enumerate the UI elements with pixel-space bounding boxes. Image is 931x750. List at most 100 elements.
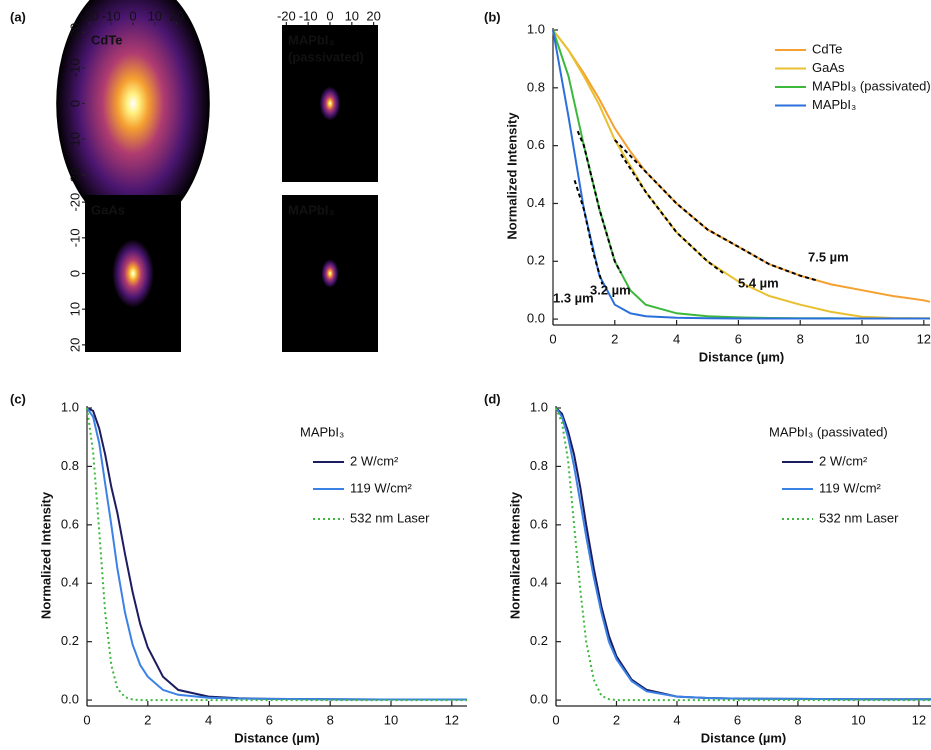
annotation: 5.4 µm [738, 275, 779, 290]
image-label: MAPbI₃ [288, 202, 334, 217]
x-tick-label: 0 [549, 331, 556, 346]
legend-title: MAPbI₃ [300, 424, 344, 439]
y-tick-label: 0 [67, 100, 82, 107]
image-label: CdTe [91, 32, 123, 47]
x-tick-label: 2 [611, 331, 618, 346]
y-tick-label: 20 [67, 168, 82, 182]
x-tick-label: 0 [552, 712, 559, 727]
y-tick-label: 0.4 [527, 195, 545, 210]
data-line [552, 29, 930, 320]
x-tick-label: 4 [205, 712, 212, 727]
image-label: GaAs [91, 202, 125, 217]
data-line [552, 29, 930, 320]
intensity-spot [319, 86, 341, 121]
data-line [552, 29, 931, 303]
x-tick-label: 0 [83, 712, 90, 727]
x-tick-label: 10 [384, 712, 398, 727]
y-tick-label: 1.0 [530, 399, 548, 414]
x-tick-label: 10 [345, 8, 359, 23]
y-axis-title: Normalized Intensity [38, 491, 53, 619]
x-tick-label: 12 [445, 712, 459, 727]
x-tick-label: 12 [912, 712, 926, 727]
y-tick-label: 0.4 [530, 575, 548, 590]
annotation: 1.3 µm [553, 290, 594, 305]
x-axis-title: Distance (µm) [234, 730, 320, 745]
data-line [555, 407, 931, 701]
y-tick-label: 10 [67, 302, 82, 316]
x-tick-label: 10 [148, 8, 162, 23]
y-tick-label: -10 [67, 228, 82, 247]
x-tick-label: 0 [129, 8, 136, 23]
y-tick-label: 0.2 [61, 633, 79, 648]
annotation: 3.2 µm [590, 282, 631, 297]
x-tick-label: 6 [734, 712, 741, 727]
legend-label: MAPbI₃ [812, 97, 856, 112]
y-tick-label: 0.4 [61, 575, 79, 590]
x-tick-label: 20 [169, 8, 183, 23]
legend-label: 2 W/cm² [350, 453, 399, 468]
x-tick-label: 8 [327, 712, 334, 727]
y-tick-label: 0 [67, 270, 82, 277]
x-tick-label: 8 [797, 331, 804, 346]
x-tick-label: 4 [673, 712, 680, 727]
legend-label: 119 W/cm² [819, 480, 882, 495]
y-tick-label: 0.6 [530, 516, 548, 531]
x-tick-label: 2 [144, 712, 151, 727]
legend-title: MAPbI₃ (passivated) [769, 424, 888, 439]
x-tick-label: 12 [917, 331, 931, 346]
panel-label: (a) [10, 9, 26, 24]
legend-label: 532 nm Laser [350, 510, 430, 525]
y-axis-title: Normalized Intensity [507, 491, 522, 619]
panel-label: (d) [484, 391, 501, 406]
y-tick-label: 0.0 [61, 692, 79, 707]
y-tick-label: 0.2 [527, 253, 545, 268]
x-tick-label: 2 [613, 712, 620, 727]
annotation: 7.5 µm [808, 249, 849, 264]
panel-label: (b) [484, 9, 501, 24]
x-tick-label: -10 [102, 8, 121, 23]
data-line [86, 407, 467, 701]
fit-line [573, 179, 604, 285]
y-tick-label: 20 [67, 338, 82, 352]
x-tick-label: 6 [266, 712, 273, 727]
y-tick-label: 0.8 [530, 458, 548, 473]
x-tick-label: -20 [80, 8, 99, 23]
legend-label: GaAs [812, 60, 845, 75]
y-tick-label: 0.8 [527, 79, 545, 94]
y-tick-label: 1.0 [527, 21, 545, 36]
x-tick-label: 20 [366, 8, 380, 23]
x-axis-title: Distance (µm) [701, 730, 787, 745]
y-tick-label: -10 [67, 58, 82, 77]
legend-label: 532 nm Laser [819, 510, 899, 525]
data-line [555, 407, 931, 702]
data-line [86, 407, 467, 702]
legend-label: 2 W/cm² [819, 453, 868, 468]
x-tick-label: 10 [851, 712, 865, 727]
fit-line [576, 130, 622, 274]
x-tick-label: -20 [277, 8, 296, 23]
image-label: (passivated) [288, 49, 364, 64]
y-tick-label: -20 [67, 193, 82, 212]
legend-label: MAPbI₃ (passivated) [812, 78, 931, 93]
y-tick-label: 1.0 [61, 399, 79, 414]
y-tick-label: 10 [67, 132, 82, 146]
image-label: MAPbI₃ [288, 32, 334, 47]
x-tick-label: 6 [735, 331, 742, 346]
data-line [86, 407, 467, 701]
y-axis-title: Normalized Intensity [504, 112, 519, 240]
y-tick-label: 0.6 [527, 137, 545, 152]
fit-line [614, 139, 816, 282]
x-tick-label: 4 [673, 331, 680, 346]
y-tick-label: 0.6 [61, 516, 79, 531]
panel-label: (c) [10, 391, 26, 406]
y-tick-label: 0.0 [530, 692, 548, 707]
intensity-spot [112, 239, 154, 308]
x-tick-label: 0 [326, 8, 333, 23]
y-tick-label: 0.0 [527, 311, 545, 326]
legend-label: 119 W/cm² [350, 480, 413, 495]
x-tick-label: 10 [855, 331, 869, 346]
legend-label: CdTe [812, 41, 842, 56]
fit-line [620, 153, 724, 274]
x-tick-label: 8 [794, 712, 801, 727]
